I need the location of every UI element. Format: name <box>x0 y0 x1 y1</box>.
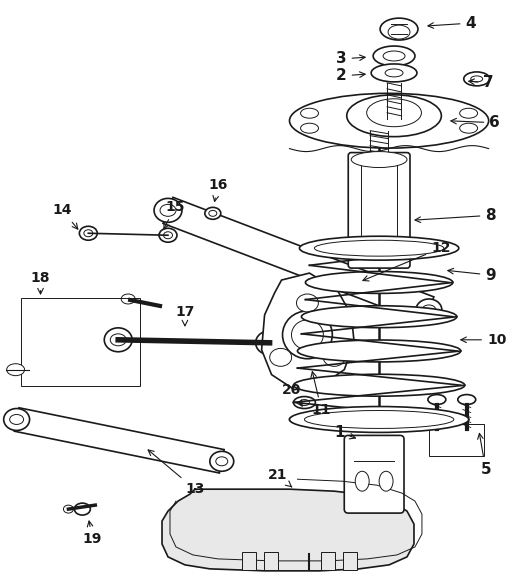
Ellipse shape <box>416 299 442 321</box>
Text: 11: 11 <box>311 372 331 417</box>
Text: 14: 14 <box>53 203 78 229</box>
Text: 21: 21 <box>268 468 292 487</box>
Ellipse shape <box>371 64 417 82</box>
Text: 3: 3 <box>336 52 365 66</box>
Text: 2: 2 <box>336 69 365 83</box>
Bar <box>429 424 484 456</box>
Text: 15: 15 <box>164 200 185 229</box>
Ellipse shape <box>4 408 29 431</box>
Ellipse shape <box>428 394 446 404</box>
Ellipse shape <box>290 408 469 431</box>
Ellipse shape <box>458 394 475 404</box>
Bar <box>21 298 140 386</box>
Ellipse shape <box>262 337 277 349</box>
Ellipse shape <box>471 76 483 82</box>
Ellipse shape <box>309 237 449 259</box>
Ellipse shape <box>10 414 23 424</box>
Text: 18: 18 <box>31 271 50 294</box>
Ellipse shape <box>323 349 345 366</box>
Ellipse shape <box>290 407 469 432</box>
Ellipse shape <box>383 51 405 61</box>
Text: 5: 5 <box>478 434 491 477</box>
Text: 1: 1 <box>334 425 356 440</box>
Ellipse shape <box>164 231 173 239</box>
Ellipse shape <box>104 328 132 352</box>
Ellipse shape <box>64 505 73 513</box>
Ellipse shape <box>422 305 436 315</box>
Ellipse shape <box>74 503 90 515</box>
Ellipse shape <box>301 123 319 133</box>
Ellipse shape <box>380 18 418 40</box>
Text: 4: 4 <box>428 16 476 30</box>
Text: 7: 7 <box>469 76 494 90</box>
Ellipse shape <box>282 311 332 359</box>
Text: 20: 20 <box>282 383 302 406</box>
Text: 10: 10 <box>461 333 506 347</box>
Ellipse shape <box>299 236 459 260</box>
Ellipse shape <box>385 69 403 77</box>
FancyBboxPatch shape <box>344 435 404 513</box>
Ellipse shape <box>84 230 93 237</box>
Ellipse shape <box>464 72 490 86</box>
Ellipse shape <box>216 457 228 466</box>
Bar <box>322 552 335 570</box>
Ellipse shape <box>367 99 422 127</box>
Polygon shape <box>162 489 414 571</box>
Ellipse shape <box>299 400 309 406</box>
Text: 13: 13 <box>148 450 205 496</box>
Text: 17: 17 <box>175 305 195 326</box>
Text: 8: 8 <box>415 208 496 223</box>
Ellipse shape <box>270 349 292 366</box>
Ellipse shape <box>79 226 98 240</box>
Ellipse shape <box>110 334 126 346</box>
Ellipse shape <box>210 451 234 471</box>
Ellipse shape <box>209 210 217 216</box>
Ellipse shape <box>373 46 415 66</box>
Ellipse shape <box>301 108 319 118</box>
Ellipse shape <box>314 240 444 256</box>
Ellipse shape <box>460 108 478 118</box>
Text: 9: 9 <box>448 268 496 282</box>
Polygon shape <box>262 273 354 390</box>
Ellipse shape <box>460 123 478 133</box>
Ellipse shape <box>388 25 410 39</box>
Ellipse shape <box>292 320 324 350</box>
Polygon shape <box>163 197 434 323</box>
Ellipse shape <box>160 205 176 216</box>
Text: 12: 12 <box>363 241 451 281</box>
Bar <box>343 552 357 570</box>
Ellipse shape <box>351 152 407 168</box>
Ellipse shape <box>294 397 315 408</box>
Ellipse shape <box>205 207 221 219</box>
Ellipse shape <box>305 271 453 294</box>
Ellipse shape <box>298 340 461 362</box>
Ellipse shape <box>379 471 393 491</box>
Bar <box>242 552 256 570</box>
Ellipse shape <box>304 411 454 428</box>
Text: 6: 6 <box>451 115 500 130</box>
Ellipse shape <box>290 93 489 148</box>
Ellipse shape <box>159 229 177 242</box>
Text: 19: 19 <box>83 521 102 546</box>
Ellipse shape <box>256 331 283 355</box>
Text: 16: 16 <box>208 179 228 202</box>
Ellipse shape <box>347 95 441 137</box>
Bar <box>264 552 277 570</box>
Ellipse shape <box>355 471 369 491</box>
Ellipse shape <box>301 306 457 328</box>
Ellipse shape <box>297 294 319 312</box>
Ellipse shape <box>294 374 465 396</box>
Polygon shape <box>14 408 224 473</box>
Ellipse shape <box>154 199 182 222</box>
Ellipse shape <box>7 364 24 376</box>
FancyBboxPatch shape <box>348 152 410 268</box>
Ellipse shape <box>121 294 135 304</box>
